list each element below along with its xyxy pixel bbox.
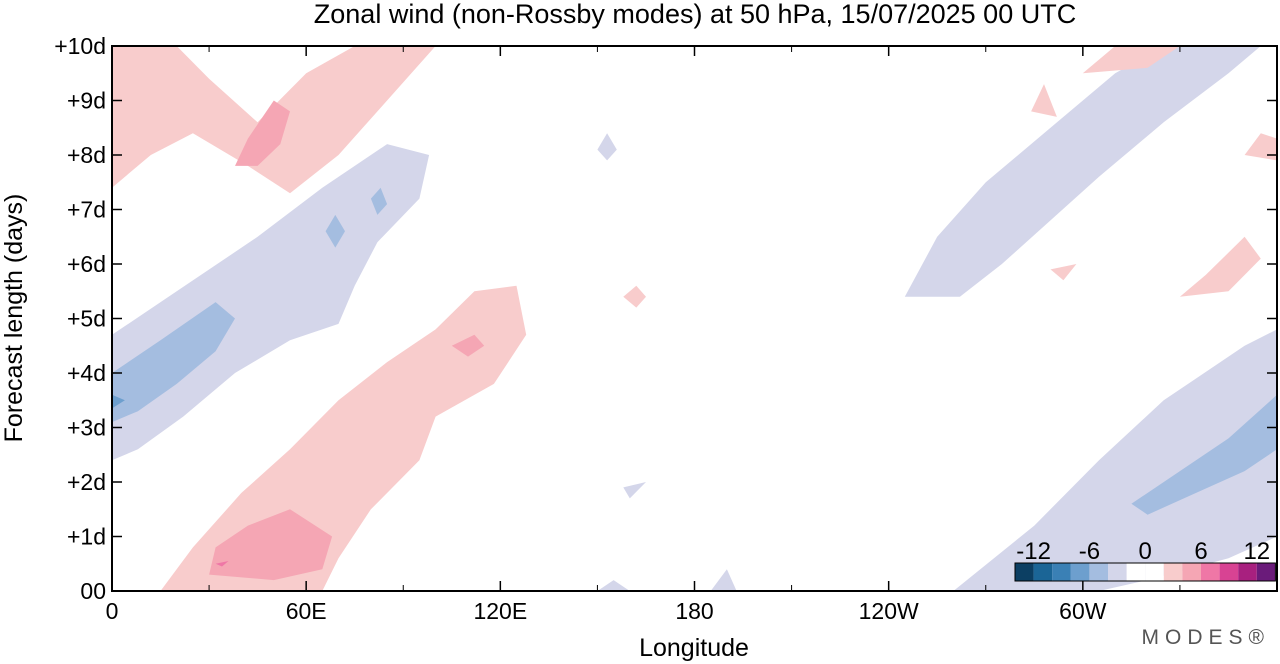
wind-region-pos2 [209,509,333,581]
wind-region-pos1 [1082,46,1180,74]
wind-region-neg2 [112,302,235,423]
wind-region-neg2 [1131,394,1277,515]
x-tick-label: 120E [473,598,527,624]
colorbar-swatch [1163,563,1183,581]
wind-region-pos3 [215,561,229,567]
colorbar-swatch [1015,563,1034,581]
y-tick-label: +1d [67,524,106,550]
wind-region-pos1 [160,285,527,591]
colorbar-frame [1014,562,1276,582]
colorbar-swatch [1219,563,1239,581]
colorbar-swatch [1256,563,1276,581]
x-tick-label: 0 [106,598,119,624]
wind-region-pos2 [451,334,485,357]
x-tick-label: 60W [1059,598,1107,624]
colorbar-swatch [1126,563,1146,581]
colorbar-label: 0 [1139,538,1152,565]
wind-region-pos2 [235,100,290,166]
colorbar: -12 -6 0 6 12 [1014,538,1276,582]
wind-region-neg1 [597,580,630,591]
y-tick-label: +4d [67,360,106,386]
wind-region-pos1 [1244,133,1277,161]
y-tick-label: +6d [67,251,106,277]
colorbar-swatch [1182,563,1201,581]
colorbar-label: 6 [1194,538,1207,565]
wind-region-neg1 [597,133,617,161]
y-tick-label: +3d [67,415,106,441]
colorbar-swatch [1052,563,1071,581]
colorbar-label: -12 [1016,538,1051,565]
colorbar-swatch [1238,563,1257,581]
colorbar-swatch [1089,563,1108,581]
wind-region-neg1 [904,46,1261,297]
y-axis: 00 +1d +2d +3d +4d +5d +6d +7d +8d +9d +10d [54,33,1277,604]
y-axis-label: Forecast length (days) [0,194,28,443]
wind-region-neg1 [623,482,646,499]
wind-region-pos1 [1031,84,1057,117]
colorbar-swatch [1033,563,1053,581]
y-tick-label: +8d [67,142,106,168]
x-tick-label: 120W [859,598,919,624]
x-axis: 0 60E 120E 180 120W 60W [106,46,1181,624]
wind-region-neg1 [112,144,430,461]
y-tick-label: +5d [67,306,106,332]
wind-region-neg1 [710,569,737,591]
x-tick-label: 60E [286,598,327,624]
colorbar-label: 12 [1243,538,1270,565]
colorbar-swatch [1108,563,1127,581]
wind-anomaly-field [112,46,1277,591]
y-tick-label: +10d [54,33,106,59]
x-tick-label: 180 [675,598,713,624]
wind-region-neg1 [953,329,1277,591]
chart-title: Zonal wind (non-Rossby modes) at 50 hPa,… [314,0,1076,29]
y-tick-label: 00 [80,578,106,604]
wind-region-pos1 [623,285,646,308]
colorbar-label: -6 [1079,538,1100,565]
colorbar-swatch [1145,563,1164,581]
x-axis-label: Longitude [639,634,749,662]
colorbar-swatch [1201,563,1220,581]
wind-region-pos1 [1179,236,1261,297]
brand-logo: MODES® [1142,626,1270,649]
wind-region-neg2 [325,214,345,248]
y-tick-label: +2d [67,469,106,495]
wind-region-neg2 [370,187,388,215]
wind-region-neg3 [112,394,125,409]
y-tick-label: +7d [67,197,106,223]
wind-region-pos1 [1050,264,1077,281]
y-tick-label: +9d [67,88,106,114]
colorbar-swatch [1070,563,1090,581]
